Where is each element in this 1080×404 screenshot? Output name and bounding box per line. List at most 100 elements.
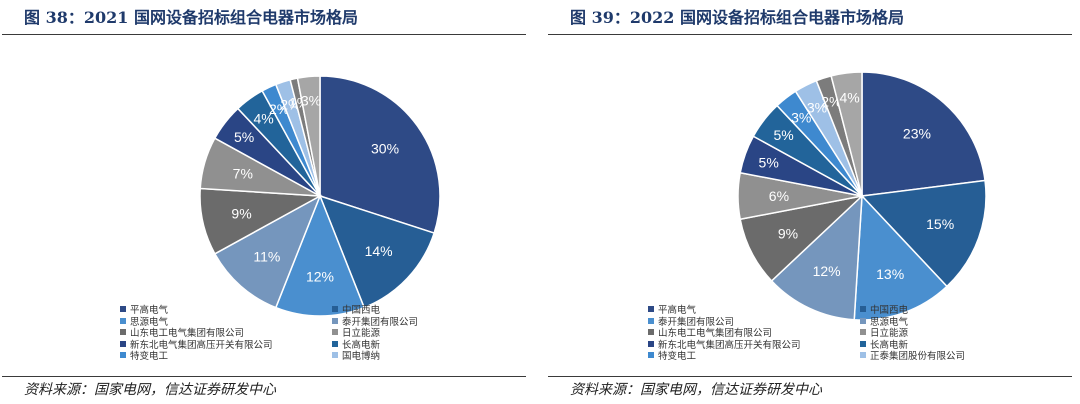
slice-data-label: 15%: [926, 216, 954, 232]
legend-label: 新东北电气集团高压开关有限公司: [658, 339, 801, 351]
legend-item: 长高电新: [860, 337, 908, 351]
slice-data-label: 3%: [807, 100, 827, 116]
legend-swatch: [860, 306, 866, 312]
chart-title: 图 38：2021 国网设备招标组合电器市场格局: [24, 8, 358, 27]
legend-item: 国电博纳: [332, 348, 380, 362]
pie-slice: [860, 179, 987, 288]
legend-swatch: [120, 306, 126, 312]
chart-panel-2021: 图 38：2021 国网设备招标组合电器市场格局 30% 14% 12% 11% 9% 7…: [2, 0, 526, 404]
legend-item: 日立能源: [332, 325, 380, 339]
legend-label: 泰开集团有限公司: [342, 316, 419, 328]
legend-item: 特变电工: [648, 348, 696, 362]
pie-slice: [296, 75, 321, 197]
legend-item: 思源电气: [860, 314, 908, 328]
legend-item: 中国西电: [860, 302, 908, 316]
legend-label: 日立能源: [342, 328, 381, 339]
legend-item: 新东北电气集团高压开关有限公司: [648, 337, 801, 351]
legend-swatch: [860, 352, 866, 358]
pie-slice: [213, 194, 322, 309]
title-divider: [2, 34, 526, 35]
legend-swatch: [332, 306, 338, 312]
slice-data-label: 3%: [301, 92, 321, 108]
legend-item: 新东北电气集团高压开关有限公司: [120, 337, 273, 351]
legend-swatch: [648, 329, 654, 335]
source-divider: [548, 376, 1072, 377]
chart-title: 图 39：2022 国网设备招标组合电器市场格局: [570, 8, 904, 27]
legend-label: 山东电工电气集团有限公司: [130, 328, 245, 339]
slice-data-label: 9%: [231, 206, 251, 222]
legend-label: 思源电气: [130, 316, 169, 328]
legend-label: 日立能源: [870, 328, 909, 339]
pie-slice: [770, 194, 863, 321]
slice-data-label: 5%: [759, 154, 779, 170]
legend-label: 泰开集团有限公司: [658, 316, 735, 328]
legend-swatch: [860, 317, 866, 324]
pie-chart-2021: 30%14%12%11%9%7%5%4%2%2%1%3%: [199, 75, 441, 317]
legend-swatch: [860, 340, 866, 347]
legend-label: 中国西电: [870, 305, 909, 316]
legend-label: 中国西电: [342, 305, 381, 316]
pie-slice: [861, 71, 986, 197]
legend-label: 特变电工: [130, 351, 169, 362]
pie-slice: [274, 193, 366, 317]
pie-slice: [319, 75, 441, 235]
legend-swatch: [332, 329, 338, 335]
slice-data-label: 13%: [876, 266, 904, 282]
legend-swatch: [648, 340, 654, 347]
source-note: 资料来源：国家电网，信达证券研发中心: [24, 382, 276, 398]
legend-label: 特变电工: [658, 351, 697, 362]
legend-swatch: [648, 317, 654, 324]
legend-label: 山东电工电气集团有限公司: [658, 328, 773, 339]
legend-swatch: [332, 340, 338, 347]
pie-chart-2022: 23%15%13%12%9%6%5%5%3%3%2%4%: [737, 71, 987, 321]
legend-swatch: [332, 352, 338, 358]
legend-label: 国电博纳: [342, 351, 381, 362]
legend-item: 平高电气: [648, 302, 696, 316]
slice-data-label: 7%: [233, 166, 253, 182]
legend-label: 正泰集团股份有限公司: [870, 351, 966, 362]
slice-data-label: 9%: [778, 226, 798, 242]
legend-swatch: [120, 329, 126, 335]
legend-label: 平高电气: [130, 305, 169, 316]
slice-data-label: 23%: [903, 126, 931, 142]
slice-data-label: 12%: [813, 263, 841, 279]
legend-label: 长高电新: [342, 339, 381, 351]
legend-item: 山东电工电气集团有限公司: [120, 325, 244, 339]
legend-item: 泰开集团有限公司: [332, 314, 418, 328]
legend-label: 长高电新: [870, 339, 909, 351]
legend-label: 新东北电气集团高压开关有限公司: [130, 339, 273, 351]
legend-item: 平高电气: [120, 302, 168, 316]
slice-data-label: 5%: [773, 127, 793, 143]
legend-item: 日立能源: [860, 325, 908, 339]
slice-data-label: 4%: [839, 90, 859, 106]
source-divider: [2, 376, 526, 377]
slice-data-label: 11%: [253, 248, 280, 264]
chart-panel-2022: 图 39：2022 国网设备招标组合电器市场格局 23% 15% 13% 12% 9% 6…: [548, 0, 1072, 404]
legend-swatch: [860, 329, 866, 335]
legend-item: 长高电新: [332, 337, 380, 351]
slice-data-label: 4%: [253, 110, 273, 126]
legend-swatch: [120, 340, 126, 347]
source-note: 资料来源：国家电网，信达证券研发中心: [570, 382, 822, 398]
legend-item: 特变电工: [120, 348, 168, 362]
pie-slice: [318, 194, 436, 309]
legend-item: 中国西电: [332, 302, 380, 316]
legend-label: 平高电气: [658, 305, 697, 316]
pie-slice: [853, 194, 948, 321]
legend-swatch: [120, 317, 126, 324]
legend-item: 山东电工电气集团有限公司: [648, 325, 772, 339]
pie-slice: [830, 71, 863, 197]
slice-data-label: 14%: [365, 243, 393, 259]
legend-label: 思源电气: [870, 316, 909, 328]
slice-data-label: 3%: [791, 110, 811, 126]
legend-swatch: [648, 352, 654, 358]
slice-data-label: 30%: [371, 141, 399, 157]
legend-item: 思源电气: [120, 314, 168, 328]
legend-swatch: [648, 306, 654, 312]
slice-data-label: 12%: [306, 268, 334, 284]
legend-swatch: [332, 317, 338, 324]
legend-item: 泰开集团有限公司: [648, 314, 734, 328]
slice-data-label: 5%: [234, 129, 254, 145]
legend-item: 正泰集团股份有限公司: [860, 348, 965, 362]
legend-swatch: [120, 352, 126, 358]
